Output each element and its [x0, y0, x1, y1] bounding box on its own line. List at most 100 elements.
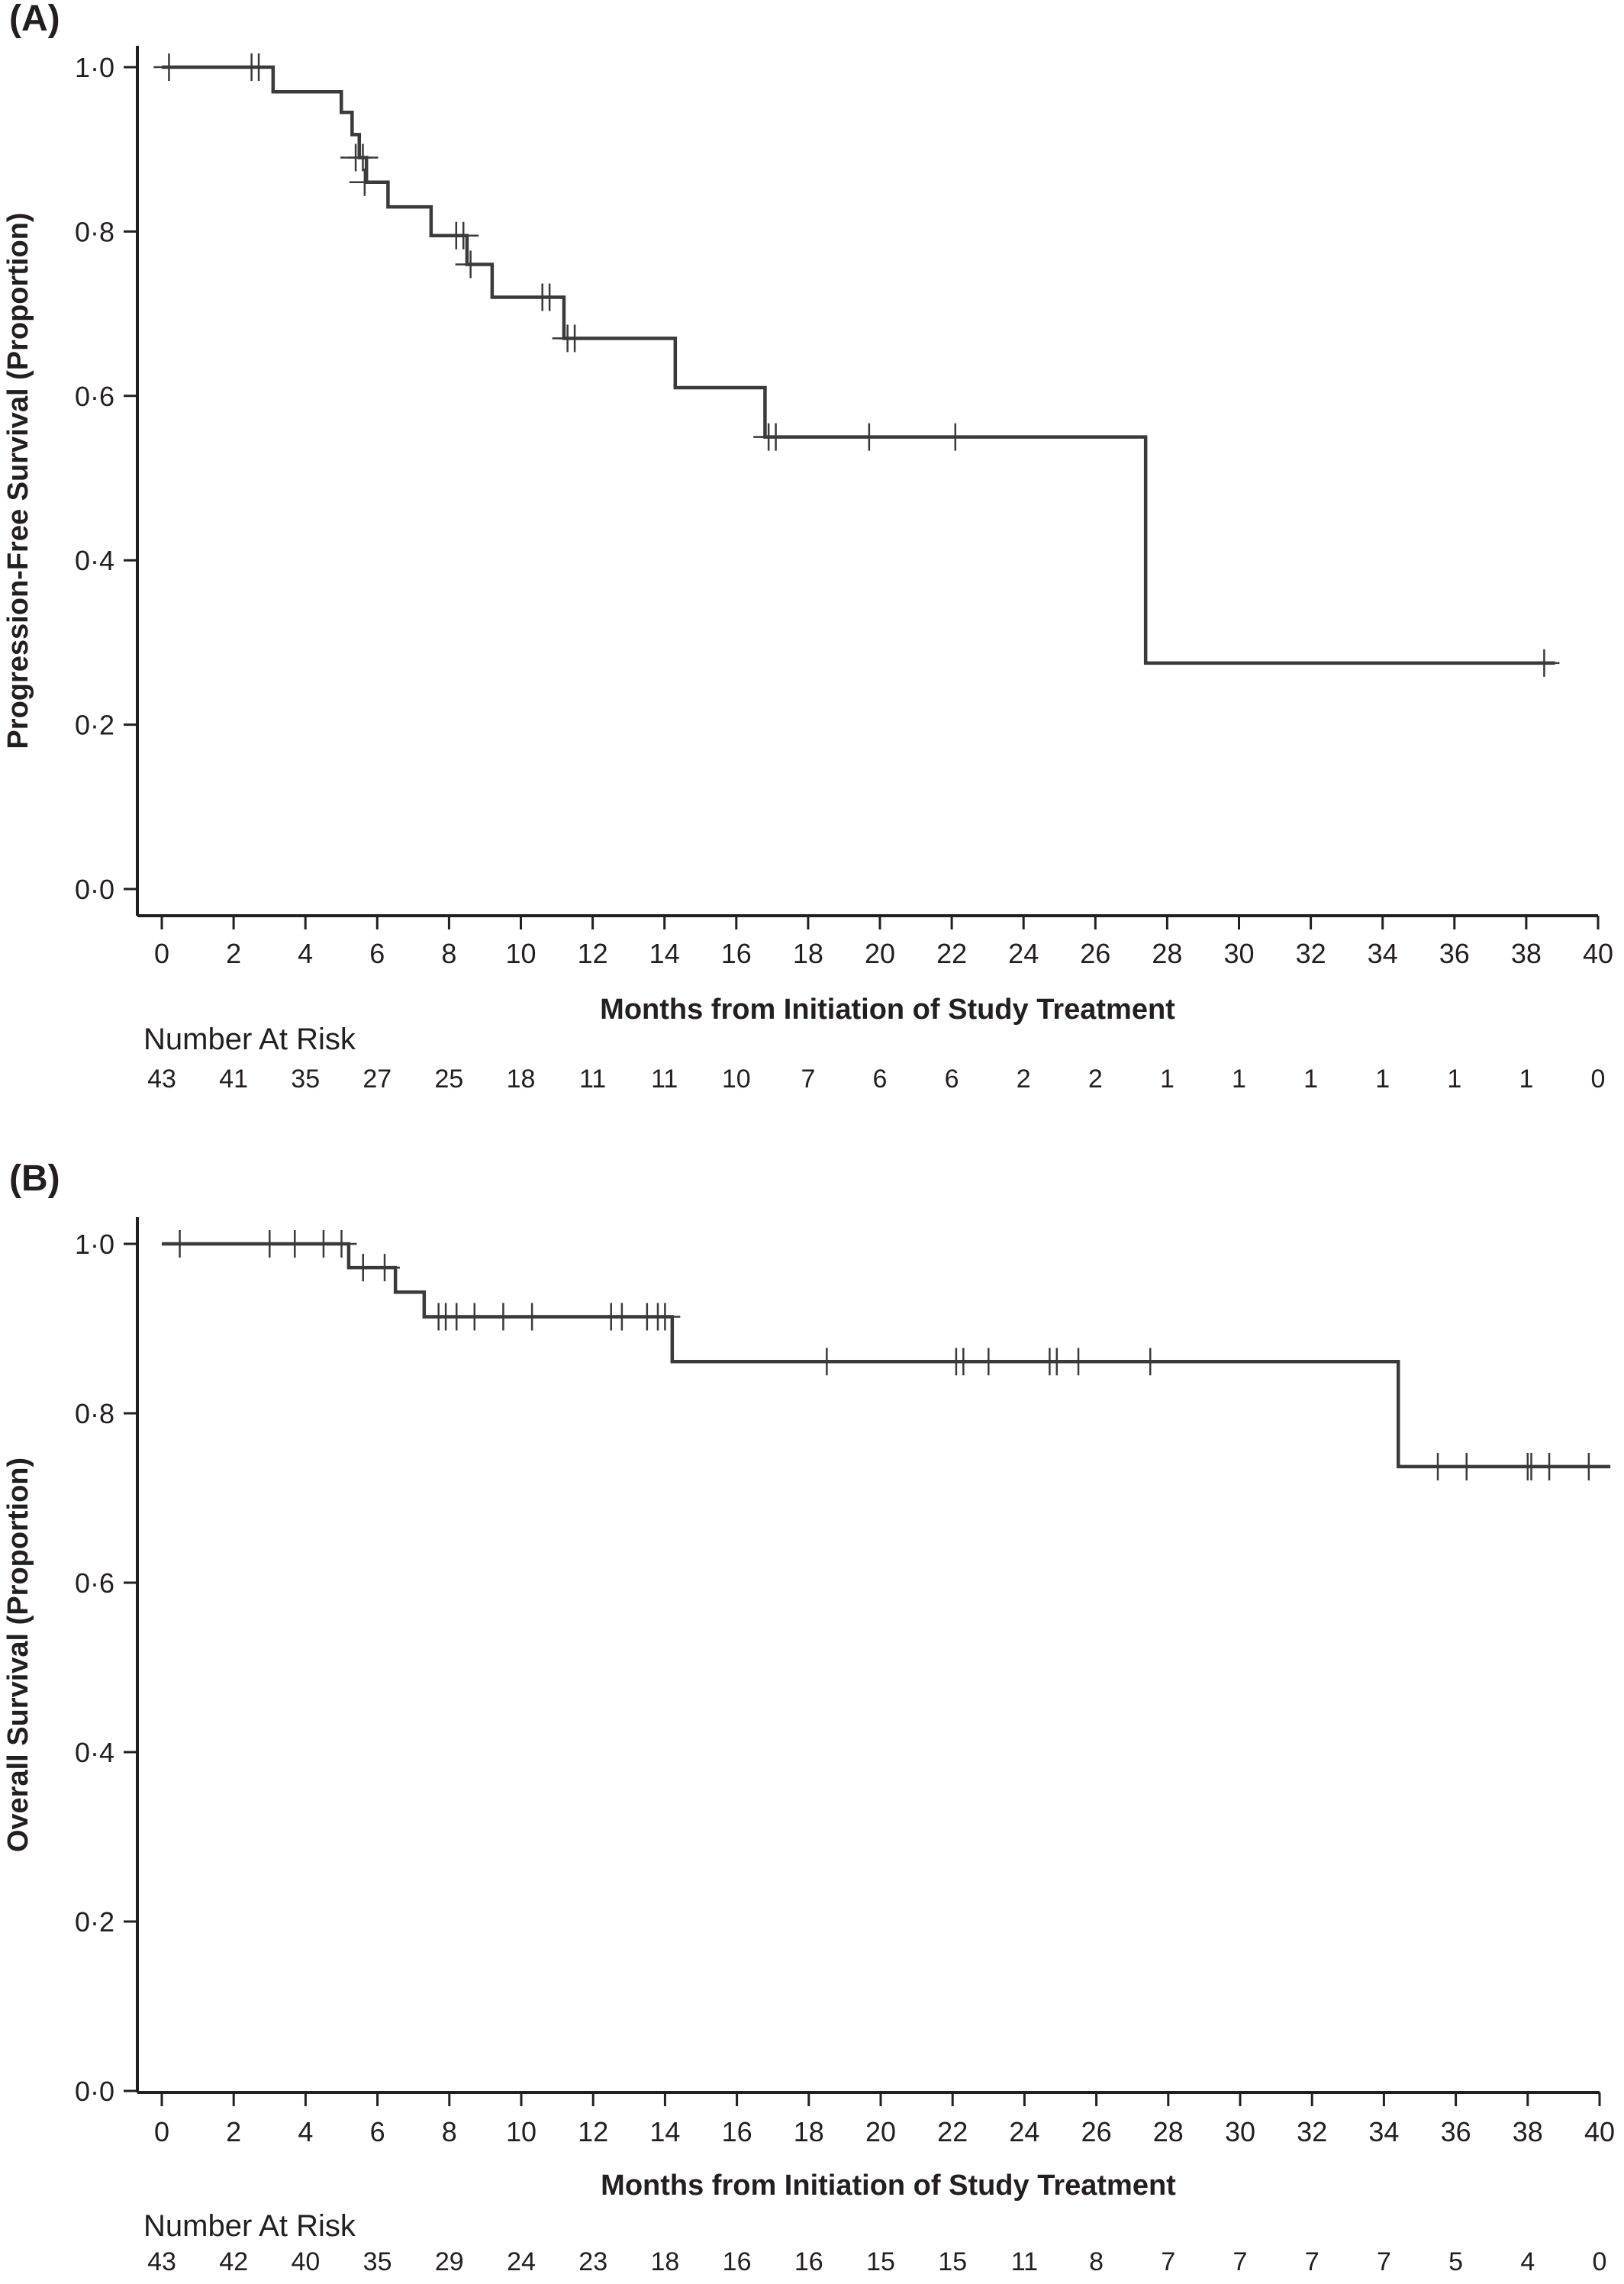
number-at-risk-value: 43: [147, 2247, 176, 2276]
number-at-risk-value: 35: [291, 1065, 320, 1094]
x-tick-label: 6: [370, 2116, 385, 2147]
censor-mark: [243, 53, 275, 81]
x-tick-label: 0: [154, 2116, 169, 2147]
censor-mark: [760, 423, 791, 451]
censor-mark: [649, 1303, 681, 1331]
x-tick-label: 22: [936, 938, 967, 969]
x-tick-label: 32: [1297, 2116, 1327, 2147]
x-tick-label: 12: [578, 938, 608, 969]
y-tick-label: 1·0: [75, 52, 114, 83]
y-axis-title: Progression-Free Survival (Proportion): [2, 212, 34, 749]
censor-mark: [559, 324, 591, 353]
censor-mark: [1135, 1348, 1166, 1376]
panel-label: (B): [9, 1158, 60, 1199]
censor-mark: [347, 143, 379, 172]
x-tick-label: 8: [442, 2116, 457, 2147]
x-tick-label: 32: [1296, 938, 1326, 969]
x-tick-label: 6: [369, 938, 385, 969]
number-at-risk-value: 1: [1519, 1065, 1533, 1094]
x-tick-label: 26: [1080, 938, 1110, 969]
x-tick-label: 24: [1009, 2116, 1039, 2147]
number-at-risk-value: 7: [1377, 2247, 1391, 2276]
number-at-risk-value: 6: [873, 1065, 888, 1094]
x-tick-label: 26: [1081, 2116, 1112, 2147]
number-at-risk-value: 5: [1448, 2247, 1463, 2276]
x-tick-label: 40: [1583, 938, 1613, 969]
censor-mark: [939, 423, 971, 451]
censor-mark: [1529, 649, 1560, 677]
number-at-risk-value: 41: [219, 1065, 248, 1094]
number-at-risk-value: 1: [1160, 1065, 1174, 1094]
x-tick-label: 16: [722, 2116, 752, 2147]
y-tick-label: 0·0: [75, 2076, 114, 2107]
x-tick-label: 38: [1511, 938, 1542, 969]
number-at-risk-value: 24: [507, 2247, 536, 2276]
number-at-risk-value: 18: [507, 1065, 536, 1094]
censor-mark: [853, 423, 884, 451]
number-at-risk-value: 43: [147, 1065, 176, 1094]
number-at-risk-value: 27: [362, 1065, 392, 1094]
x-tick-label: 28: [1152, 938, 1182, 969]
x-tick-label: 10: [506, 2116, 536, 2147]
y-tick-label: 1·0: [75, 1229, 114, 1260]
number-at-risk-value: 1: [1303, 1065, 1318, 1094]
number-at-risk-value: 11: [579, 1065, 606, 1094]
x-tick-label: 40: [1584, 2116, 1615, 2147]
x-axis-title: Months from Initiation of Study Treatmen…: [601, 2170, 1176, 2202]
censor-mark: [369, 1254, 401, 1282]
x-tick-label: 22: [937, 2116, 968, 2147]
number-at-risk-value: 10: [722, 1065, 751, 1094]
number-at-risk-value: 4: [1520, 2247, 1535, 2276]
number-at-risk-value: 8: [1089, 2247, 1104, 2276]
censor-mark: [1573, 1452, 1604, 1480]
x-tick-label: 4: [298, 938, 313, 969]
censor-mark: [326, 1230, 357, 1258]
y-tick-label: 0·4: [75, 1737, 114, 1768]
number-at-risk-value: 1: [1232, 1065, 1246, 1094]
x-tick-label: 28: [1153, 2116, 1184, 2147]
number-at-risk-value: 29: [435, 2247, 464, 2276]
censor-mark: [534, 283, 566, 311]
x-tick-label: 18: [793, 938, 823, 969]
x-tick-label: 34: [1368, 938, 1398, 969]
censor-mark: [164, 1230, 195, 1258]
number-at-risk-value: 11: [651, 1065, 678, 1094]
x-tick-label: 14: [649, 2116, 680, 2147]
y-tick-label: 0·0: [75, 874, 114, 905]
number-at-risk-value: 7: [801, 1065, 815, 1094]
x-tick-label: 36: [1439, 938, 1470, 969]
x-tick-label: 12: [578, 2116, 608, 2147]
y-axis-title: Overall Survival (Proportion): [2, 1458, 34, 1852]
y-tick-label: 0·8: [75, 1398, 114, 1429]
y-tick-label: 0·6: [75, 1567, 114, 1599]
number-at-risk-value: 2: [1017, 1065, 1031, 1094]
x-tick-label: 38: [1513, 2116, 1543, 2147]
km-survival-line: [162, 65, 1555, 665]
x-tick-label: 4: [298, 2116, 313, 2147]
censor-mark: [349, 168, 380, 196]
number-at-risk-value: 42: [219, 2247, 248, 2276]
number-at-risk-value: 1: [1447, 1065, 1461, 1094]
number-at-risk-value: 25: [434, 1065, 463, 1094]
number-at-risk-value: 1: [1375, 1065, 1390, 1094]
number-at-risk-value: 7: [1233, 2247, 1248, 2276]
x-tick-label: 34: [1368, 2116, 1399, 2147]
km-survival-line: [162, 1242, 1611, 1469]
number-at-risk-value: 23: [578, 2247, 607, 2276]
number-at-risk-value: 40: [291, 2247, 320, 2276]
censor-mark: [1534, 1452, 1565, 1480]
censor-mark: [455, 250, 486, 279]
number-at-risk-value: 0: [1593, 2247, 1607, 2276]
number-at-risk-value: 15: [938, 2247, 967, 2276]
number-at-risk-value: 7: [1161, 2247, 1175, 2276]
x-tick-label: 8: [441, 938, 456, 969]
number-at-risk-value: 6: [945, 1065, 959, 1094]
x-tick-label: 20: [865, 2116, 896, 2147]
x-tick-label: 10: [505, 938, 536, 969]
x-tick-label: 30: [1225, 2116, 1255, 2147]
y-tick-label: 0·2: [75, 710, 114, 741]
panel-a: (A)0·00·20·40·60·81·00 2 4 6 8 10 12 14 16 18 20 22…: [2, 0, 1613, 1094]
x-tick-label: 16: [721, 938, 752, 969]
x-tick-label: 30: [1223, 938, 1254, 969]
